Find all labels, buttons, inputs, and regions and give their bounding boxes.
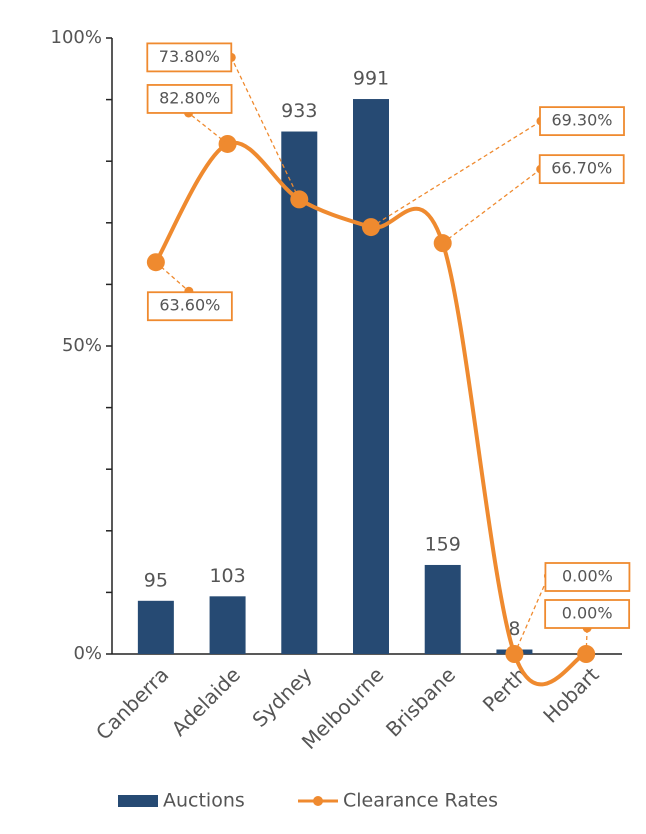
label-box (146, 291, 233, 322)
bar (137, 600, 174, 654)
x-tick-label: Hobart (538, 662, 603, 727)
x-tick-label: Brisbane (381, 662, 460, 741)
leader-line (230, 57, 300, 200)
legend-swatch (118, 795, 158, 807)
y-tick-label: 0% (73, 643, 102, 664)
line-label: 82.80% (159, 88, 220, 107)
bar-label: 8 (508, 618, 520, 640)
line-label: 0.00% (562, 567, 613, 586)
label-box (146, 84, 233, 114)
bar-label: 95 (144, 569, 168, 591)
line-label: 63.60% (159, 296, 220, 315)
legend-label: Clearance Rates (343, 790, 498, 812)
legend-swatch-dot (313, 796, 323, 806)
bar-label: 991 (353, 68, 389, 90)
bar-label: 933 (281, 100, 317, 122)
bar (424, 564, 461, 654)
bar (209, 596, 246, 654)
legend-label: Auctions (163, 790, 245, 812)
y-tick-label: 100% (51, 27, 102, 48)
line-label: 66.70% (551, 159, 612, 178)
leader-line (155, 261, 190, 292)
label-box (538, 154, 625, 185)
line-label: 69.30% (551, 111, 612, 130)
x-tick-label: Adelaide (167, 662, 245, 740)
label-box (544, 562, 631, 592)
label-box (544, 599, 631, 629)
x-tick-label: Sydney (247, 662, 316, 731)
leader-line (513, 575, 550, 655)
leader-line (442, 168, 542, 244)
label-box (539, 106, 625, 137)
bar-label: 103 (209, 565, 245, 587)
label-box (146, 42, 233, 73)
line-label: 73.80% (159, 47, 220, 66)
bar (353, 99, 389, 655)
leader-line (370, 120, 542, 228)
x-tick-label: Canberra (91, 662, 173, 744)
bar (281, 131, 318, 654)
line-label: 0.00% (562, 604, 613, 623)
leader-line (188, 112, 228, 145)
bar-label: 159 (425, 533, 461, 555)
y-tick-label: 50% (62, 335, 102, 356)
